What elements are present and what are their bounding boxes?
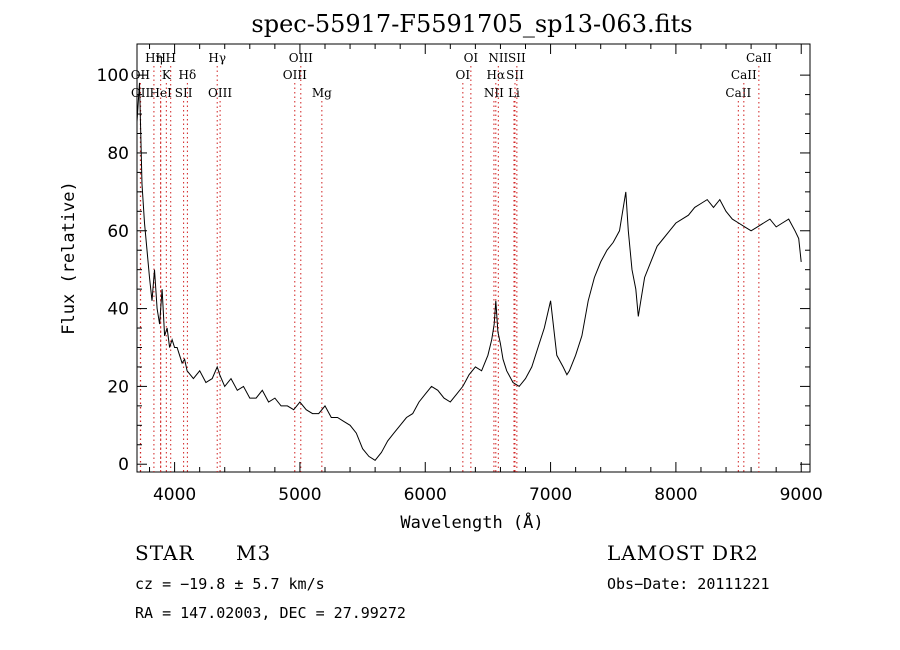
x-tick-label: 8000 [654,485,697,505]
x-tick-label: 7000 [529,485,572,505]
line-label: OIII [289,51,313,65]
line-label: H [155,51,165,65]
object-subclass: M3 [236,541,272,565]
x-tick-label: 4000 [153,485,196,505]
line-label: NII [484,86,504,100]
line-label: Hη [145,51,163,65]
x-tick-label: 5000 [278,485,321,505]
line-label: Mg [312,86,332,100]
line-label: Hγ [208,51,226,65]
line-label: OI [456,68,471,82]
line-label: OIII [208,86,232,100]
line-label: CaII [746,51,772,65]
line-label: SII [175,86,193,100]
plot-frame [136,43,811,473]
line-label: Hδ [179,68,197,82]
y-tick-label: 40 [107,300,129,320]
y-tick-label: 60 [107,222,129,242]
x-axis: 4000 5000 6000 7000 8000 9000 [149,44,823,505]
y-axis-label: Flux (relative) [59,181,79,335]
line-label: NII [488,51,508,65]
x-axis-label: Wavelength (Å) [400,511,543,533]
y-tick-label: 80 [107,144,129,164]
line-label: H [165,51,175,65]
line-label: OI [464,51,479,65]
x-tick-label: 6000 [404,485,447,505]
object-type: STAR [135,541,195,565]
redshift-cz: cz = −19.8 ± 5.7 km/s [135,575,325,593]
line-label: OIII [283,68,307,82]
line-label: CaII [731,68,757,82]
line-label: OII [131,86,151,100]
line-label: Hα [487,68,506,82]
line-label: CaII [725,86,751,100]
line-label: SII [508,51,526,65]
line-label: Li [508,86,520,100]
y-tick-label: 20 [107,377,129,397]
line-label: SII [506,68,524,82]
observation-date: Obs−Date: 20111221 [607,575,770,593]
spectrum-line [136,82,802,461]
y-axis: 0 20 40 60 80 100 [97,66,810,475]
line-label: HeI [150,86,173,100]
coordinates: RA = 147.02003, DEC = 27.99272 [135,604,406,622]
emission-line-markers: OIIOIIHηHHeIKHSIIHδHγOIIIOIIIOIIIMgOIOIN… [131,51,772,472]
chart-title: spec-55917-F5591705_sp13-063.fits [251,10,692,38]
x-tick-label: 9000 [780,485,823,505]
y-tick-label: 100 [97,66,129,86]
y-tick-label: 0 [118,455,129,475]
line-label: K [162,68,172,82]
survey-name: LAMOST DR2 [607,541,759,565]
